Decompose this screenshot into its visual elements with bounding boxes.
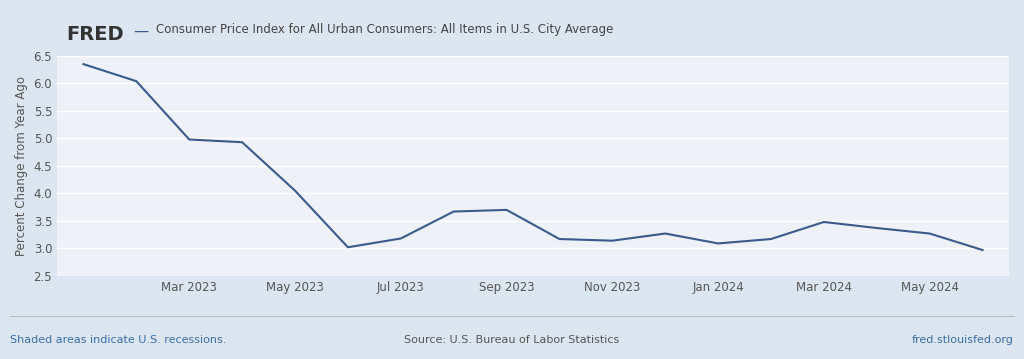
Text: Consumer Price Index for All Urban Consumers: All Items in U.S. City Average: Consumer Price Index for All Urban Consu…	[156, 23, 613, 36]
Text: Shaded areas indicate U.S. recessions.: Shaded areas indicate U.S. recessions.	[10, 335, 226, 345]
Text: FRED: FRED	[67, 25, 124, 44]
Text: —: —	[133, 23, 148, 38]
Text: fred.stlouisfed.org: fred.stlouisfed.org	[912, 335, 1014, 345]
Text: Source: U.S. Bureau of Labor Statistics: Source: U.S. Bureau of Labor Statistics	[404, 335, 620, 345]
Y-axis label: Percent Change from Year Ago: Percent Change from Year Ago	[15, 76, 28, 256]
